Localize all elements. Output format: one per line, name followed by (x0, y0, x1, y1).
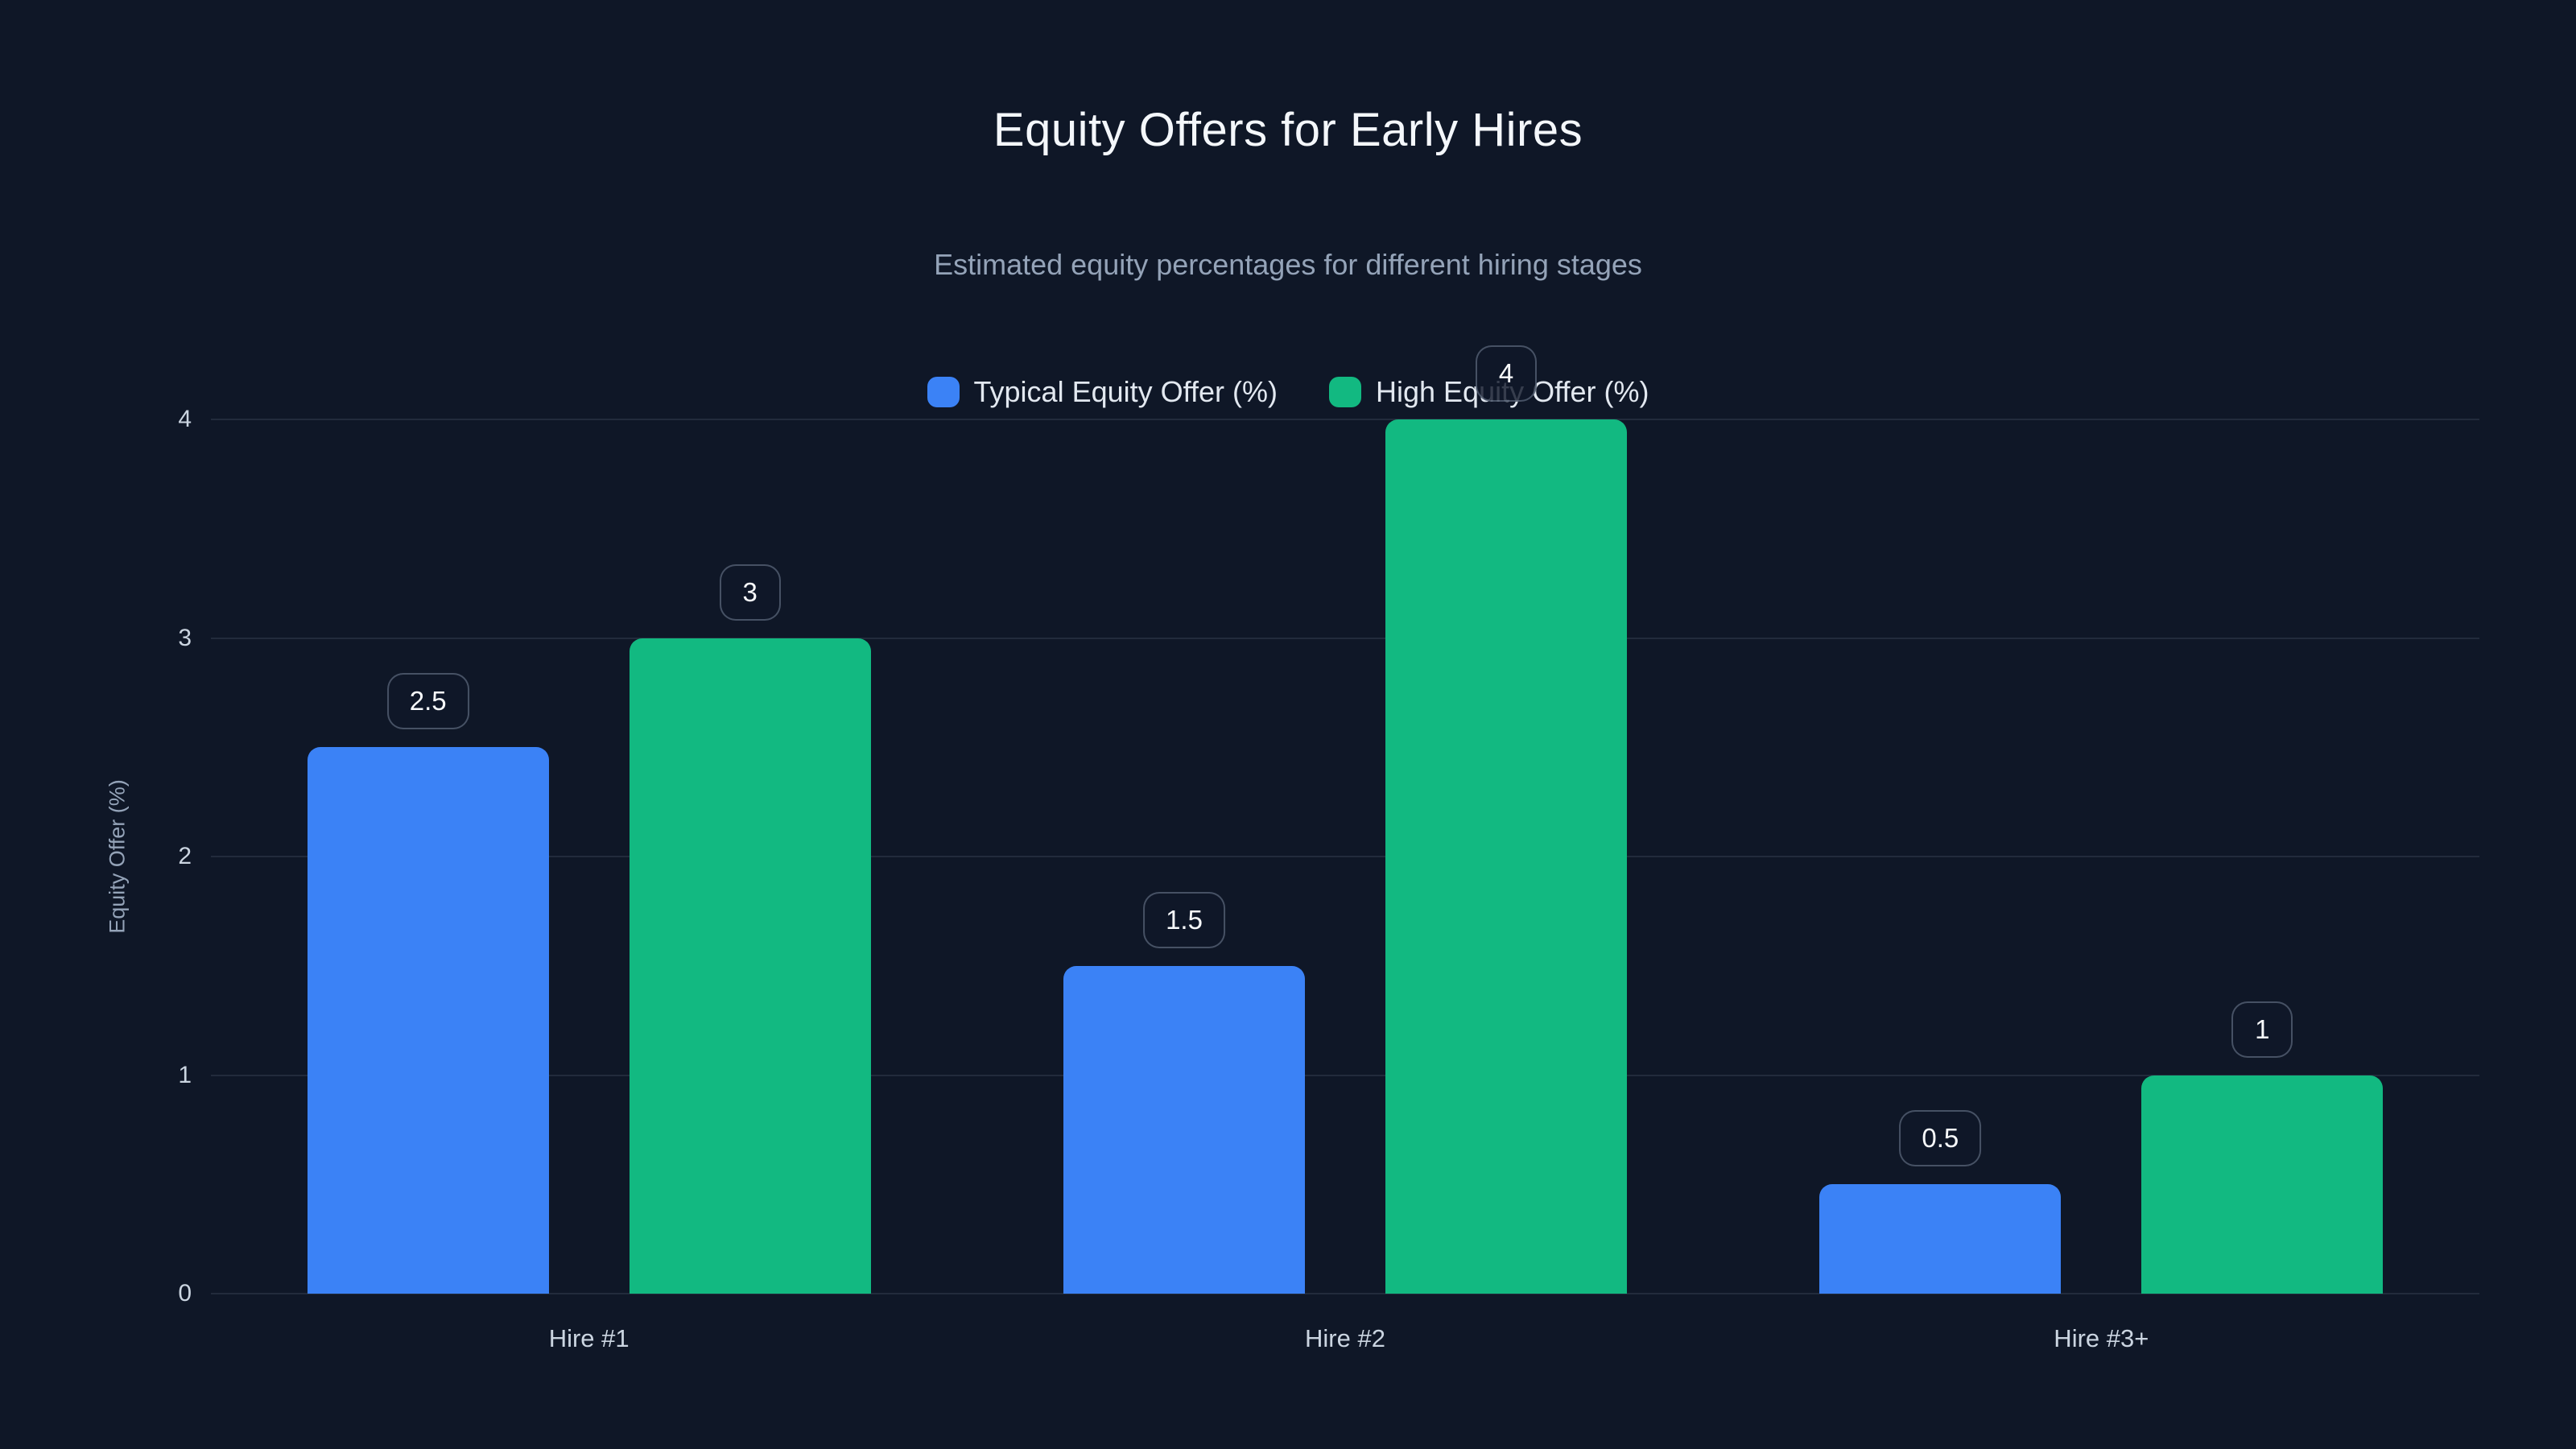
value-badge-0.5: 0.5 (1899, 1110, 1982, 1167)
bar-high-hire-3-[interactable] (2141, 1075, 2384, 1294)
plot-area: 2.5 3 1.5 4 0.5 1 (211, 345, 2479, 1294)
legend-swatch-typical-icon (927, 377, 960, 407)
chart-subtitle: Estimated equity percentages for differe… (934, 248, 1642, 281)
value-badge-4: 4 (1476, 345, 1537, 402)
y-tick-label-2: 2 (178, 843, 192, 869)
gridline-y-2 (211, 856, 2479, 857)
legend-item-typical-equity[interactable]: Typical Equity Offer (%) (927, 375, 1278, 409)
bar-typical-hire-2[interactable] (1063, 965, 1305, 1294)
bar-high-hire-1[interactable] (629, 638, 871, 1294)
bar-typical-hire-1[interactable] (307, 747, 549, 1294)
y-tick-label-0: 0 (178, 1280, 192, 1307)
value-badge-1: 1 (2231, 1001, 2293, 1058)
gridline-y-4 (211, 419, 2479, 420)
x-axis-label-hire-3-: Hire #3+ (2054, 1324, 2149, 1352)
value-badge-3: 3 (719, 564, 781, 621)
legend-label-typical: Typical Equity Offer (%) (973, 375, 1278, 408)
chart-title: Equity Offers for Early Hires (993, 104, 1583, 156)
gridline-y-1 (211, 1074, 2479, 1076)
value-badge-2.5: 2.5 (386, 673, 469, 730)
bar-high-hire-2[interactable] (1385, 419, 1627, 1294)
x-axis-label-hire-1: Hire #1 (548, 1324, 630, 1352)
gridline-y-3 (211, 637, 2479, 639)
bar-typical-hire-3-[interactable] (1819, 1184, 2062, 1294)
x-axis-label-hire-2: Hire #2 (1305, 1324, 1385, 1352)
legend-swatch-high-icon (1329, 377, 1361, 407)
y-tick-label-3: 3 (178, 624, 192, 651)
chart-legend: Typical Equity Offer (%) High Equity Off… (0, 364, 2576, 420)
value-badge-1.5: 1.5 (1143, 891, 1225, 948)
y-tick-label-1: 1 (178, 1061, 192, 1088)
y-tick-label-4: 4 (178, 406, 192, 432)
gridline-y-0 (211, 1293, 2479, 1294)
